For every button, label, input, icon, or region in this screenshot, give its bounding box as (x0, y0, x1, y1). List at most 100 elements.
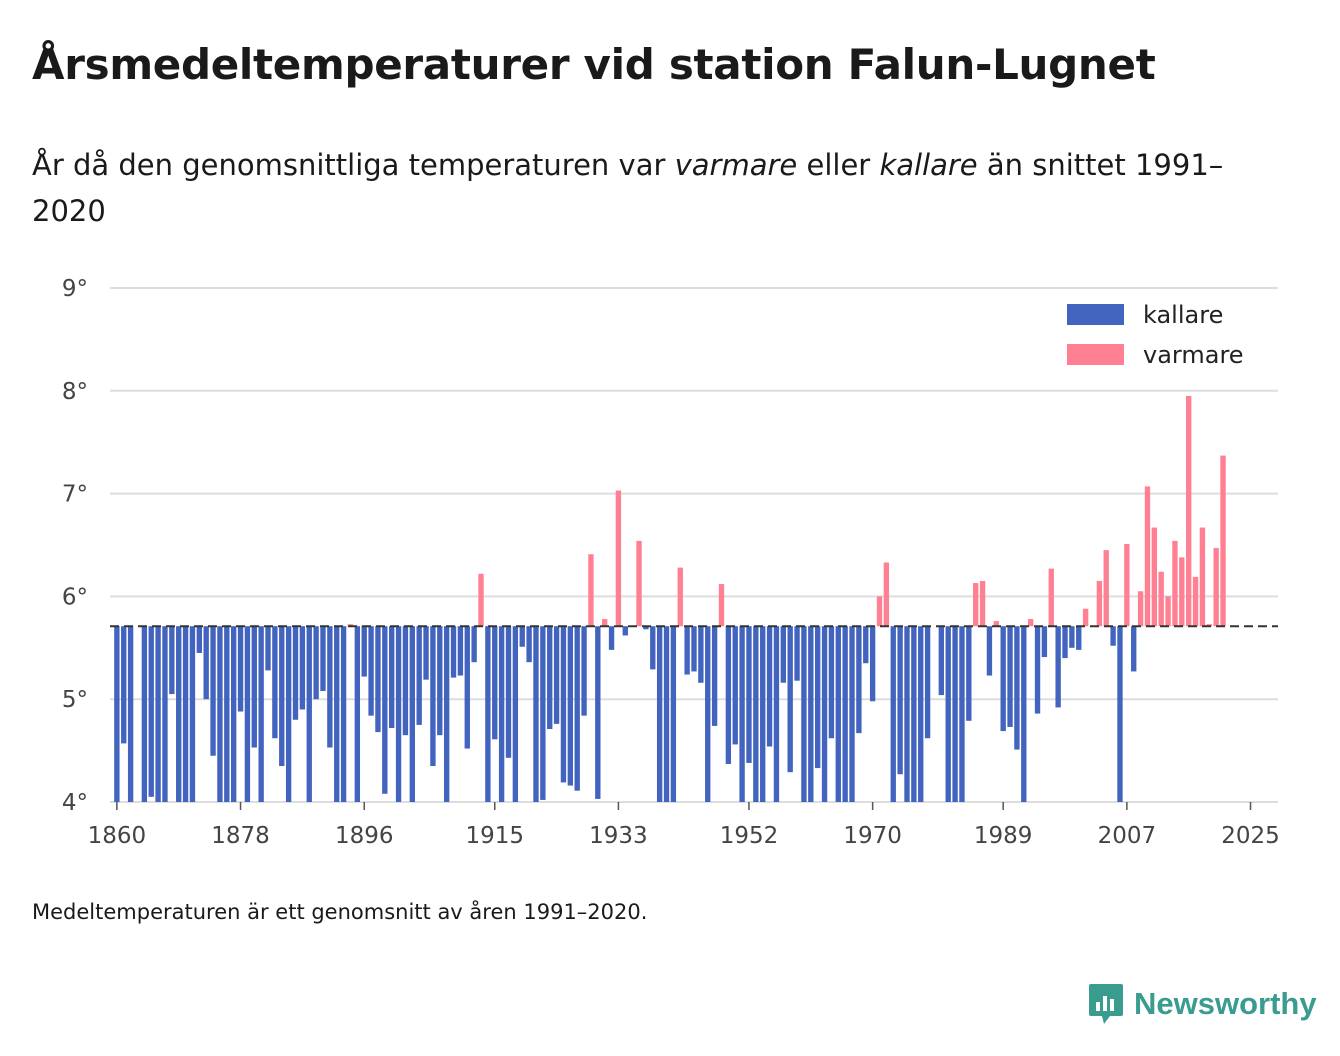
bar-1943 (684, 626, 690, 675)
bar-1891 (327, 626, 333, 748)
bar-1933 (615, 490, 622, 627)
bar-1960 (801, 626, 807, 802)
bar-1936 (636, 540, 642, 627)
x-tick-label: 1933 (589, 823, 648, 849)
bar-1867 (162, 626, 168, 802)
bar-1931 (602, 619, 608, 627)
bar-1869 (176, 626, 182, 802)
bar-1965 (835, 626, 841, 802)
y-tick-label: 4° (62, 790, 88, 816)
bar-1987 (986, 626, 993, 676)
newsworthy-logo-text: Newsworthy (1134, 986, 1317, 1021)
bar-1925 (560, 626, 567, 783)
bar-1910 (457, 626, 464, 676)
bar-1901 (395, 626, 402, 802)
footnote: Medeltemperaturen är ett genomsnitt av å… (32, 900, 648, 924)
subtitle-cold-word: kallare (879, 148, 978, 182)
bar-2008 (1131, 626, 1137, 672)
bar-1954 (760, 626, 766, 802)
bar-2018 (1199, 527, 1206, 627)
bar-1884 (279, 626, 285, 767)
bar-1873 (203, 626, 209, 700)
bar-1953 (753, 626, 759, 802)
bar-1967 (849, 626, 855, 802)
bar-1874 (210, 626, 216, 756)
bar-1885 (285, 626, 292, 802)
x-tick-label: 2025 (1221, 823, 1280, 849)
bar-1934 (622, 626, 628, 636)
bar-1902 (402, 626, 409, 736)
bar-1919 (519, 626, 525, 647)
bar-2013 (1165, 596, 1171, 627)
bar-1930 (595, 626, 601, 799)
bar-1950 (732, 626, 738, 745)
bar-2003 (1096, 580, 1103, 627)
bar-2011 (1151, 527, 1158, 627)
x-tick-label: 1970 (843, 823, 902, 849)
bar-1864 (141, 626, 148, 802)
bar-1985 (973, 583, 979, 627)
bar-1877 (230, 626, 237, 802)
bar-1975 (904, 626, 910, 802)
bar-1969 (863, 626, 869, 664)
subtitle-part-1: År då den genomsnittliga temperaturen va… (32, 148, 675, 182)
y-tick-label: 7° (62, 482, 88, 508)
bar-1904 (416, 626, 422, 725)
bar-2004 (1103, 550, 1109, 627)
bar-1990 (1007, 626, 1013, 727)
bar-1980 (938, 626, 945, 696)
bar-2005 (1110, 626, 1116, 646)
bar-1879 (244, 626, 251, 802)
bar-1922 (540, 626, 546, 800)
subtitle-part-3: än snittet 1991–2020 (32, 148, 1224, 228)
bar-1881 (258, 626, 264, 802)
x-tick-label: 1896 (335, 823, 394, 849)
bar-1878 (237, 626, 244, 712)
bar-1893 (340, 626, 347, 802)
subtitle-part-2: eller (797, 148, 880, 182)
newsworthy-logo-icon (1089, 984, 1123, 1024)
x-tick-label: 1860 (88, 823, 147, 849)
bar-1952 (746, 626, 752, 763)
bar-2009 (1137, 591, 1144, 627)
bar-1913 (478, 573, 484, 627)
bar-1998 (1062, 626, 1068, 659)
bar-1868 (169, 626, 175, 695)
bar-1994 (1034, 626, 1041, 714)
bar-1920 (526, 626, 532, 663)
bar-1982 (952, 626, 958, 802)
legend-label-varmare: varmare (1143, 341, 1244, 369)
bar-1971 (876, 596, 883, 627)
bar-1917 (505, 626, 512, 758)
legend-swatch-varmare (1067, 344, 1124, 365)
bar-1970 (869, 626, 876, 702)
bar-1915 (492, 626, 498, 740)
bar-2000 (1076, 626, 1082, 650)
bar-1984 (966, 626, 972, 721)
bar-1944 (691, 626, 697, 672)
bar-1968 (856, 626, 862, 734)
bar-1974 (897, 626, 903, 775)
bar-1875 (217, 626, 223, 802)
bar-1956 (773, 626, 780, 802)
y-tick-label: 8° (62, 379, 88, 405)
bar-2006 (1117, 626, 1123, 802)
bar-1866 (155, 626, 161, 802)
bar-1977 (918, 626, 924, 802)
bar-1882 (265, 626, 271, 671)
bar-1872 (196, 626, 202, 653)
bar-1929 (588, 554, 594, 627)
bar-1947 (711, 626, 718, 726)
bar-2019 (1206, 624, 1212, 627)
bar-1983 (959, 626, 965, 802)
bar-1999 (1069, 626, 1075, 648)
y-tick-label: 5° (62, 687, 88, 713)
bar-1912 (471, 626, 477, 663)
bar-1860 (114, 626, 120, 802)
bar-1958 (787, 626, 793, 773)
bar-2014 (1172, 540, 1178, 627)
bar-1886 (292, 626, 299, 720)
bar-2015 (1179, 557, 1185, 627)
bar-1996 (1048, 568, 1054, 627)
bar-1906 (430, 626, 436, 767)
